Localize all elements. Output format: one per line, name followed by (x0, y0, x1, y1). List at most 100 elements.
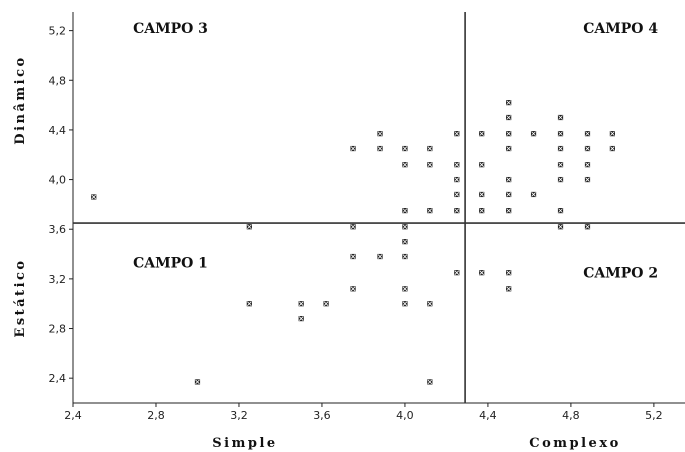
field-label-2: CAMPO 4 (583, 21, 658, 37)
data-point (584, 176, 591, 183)
x-tick-label: 4,8 (562, 409, 580, 422)
data-point (377, 253, 383, 260)
data-point-cross (479, 208, 484, 213)
data-point-cross (506, 177, 511, 182)
data-point (298, 315, 304, 322)
data-point-cross (454, 270, 460, 275)
data-point-cross (298, 316, 304, 321)
data-point-cross (506, 146, 511, 151)
data-point-cross (323, 301, 329, 306)
data-point (350, 286, 356, 292)
data-point (427, 208, 433, 214)
field-label-3: CAMPO 1 (133, 256, 208, 272)
data-point (454, 208, 460, 214)
y-tick-label: 3,6 (49, 223, 67, 236)
data-point (402, 286, 408, 292)
data-point (530, 131, 537, 137)
y-tick-label: 2,8 (49, 323, 67, 336)
data-point (584, 145, 591, 152)
data-point-cross (427, 146, 433, 151)
data-point (609, 131, 615, 137)
data-point-cross (558, 177, 563, 182)
y-tick-label: 5,2 (49, 25, 67, 38)
axes: 2,4 2,8 3,2 3,6 4,0 4,4 4,8 5,2 2,4 2,8 3,2 3,6 4,0 4… (49, 12, 685, 422)
y-tick-label: 4,8 (49, 74, 67, 87)
data-point (377, 131, 383, 137)
data-point-cross (585, 162, 590, 167)
data-point (584, 162, 591, 168)
x-axis-label-complexo: Complexo (529, 436, 621, 451)
x-tick-label: 2,4 (64, 409, 82, 422)
x-tick-label: 3,6 (313, 409, 331, 422)
data-point-cross (402, 162, 408, 167)
data-point-cross (506, 131, 511, 136)
data-point-cross (350, 224, 356, 230)
data-point (506, 286, 512, 292)
field-label-1: CAMPO 3 (133, 21, 208, 37)
data-point (557, 176, 564, 183)
data-point-cross (402, 224, 408, 230)
data-point (557, 162, 564, 168)
x-tick-label: 2,8 (147, 409, 165, 422)
x-tick-label: 4,4 (479, 409, 497, 422)
data-point-cross (531, 192, 536, 197)
data-point-cross (610, 146, 615, 151)
y-tick-label: 4,4 (49, 124, 67, 137)
data-point-cross (506, 286, 511, 292)
field-label-4: CAMPO 2 (583, 266, 658, 282)
data-point-cross (402, 254, 408, 259)
data-point-cross (585, 131, 590, 136)
data-point-cross (479, 192, 484, 197)
data-point (609, 145, 615, 152)
data-point-cross (402, 286, 408, 292)
y-axis-label-dinamico: Dinâmico (13, 55, 28, 144)
x-tick-label: 5,2 (645, 409, 663, 422)
data-point-cross (558, 208, 563, 213)
data-point-cross (558, 146, 563, 151)
data-point (557, 208, 564, 214)
data-point-cross (585, 224, 590, 230)
data-point (350, 145, 356, 152)
y-tick-label: 4,0 (49, 174, 67, 187)
data-point-cross (402, 301, 408, 306)
data-point-cross (558, 224, 563, 230)
data-point-cross (454, 192, 460, 197)
data-point (427, 145, 433, 152)
data-point-cross (454, 208, 460, 213)
data-point-cross (531, 131, 536, 136)
data-point-cross (377, 131, 383, 136)
data-points (91, 100, 615, 385)
data-point (246, 301, 252, 307)
data-point (506, 191, 512, 198)
y-tick-label: 3,2 (49, 273, 67, 286)
x-axis-label-simple: Simple (212, 436, 277, 451)
data-point-cross (350, 254, 356, 259)
data-point-cross (195, 379, 200, 385)
data-point (402, 253, 408, 260)
data-point (479, 208, 485, 214)
data-point-cross (585, 177, 590, 182)
data-point (350, 253, 356, 260)
data-point (506, 114, 512, 121)
data-point-cross (91, 194, 97, 200)
y-axis-label-estatico: Estático (13, 258, 28, 337)
data-point-cross (298, 301, 304, 306)
data-point-cross (454, 131, 460, 136)
data-point (479, 131, 485, 137)
data-point (427, 162, 433, 168)
data-point (506, 176, 512, 183)
data-point-cross (427, 208, 433, 213)
data-point (194, 379, 201, 385)
data-point (377, 145, 383, 152)
data-point (479, 270, 485, 276)
data-point-cross (427, 301, 433, 306)
data-point (557, 145, 564, 152)
data-point-cross (427, 379, 433, 385)
data-point-cross (585, 146, 590, 151)
data-point-cross (377, 254, 383, 259)
data-point (246, 224, 252, 230)
data-point (91, 194, 97, 200)
data-point (506, 131, 512, 137)
data-point (402, 301, 408, 307)
y-tick-label: 2,4 (49, 372, 67, 385)
